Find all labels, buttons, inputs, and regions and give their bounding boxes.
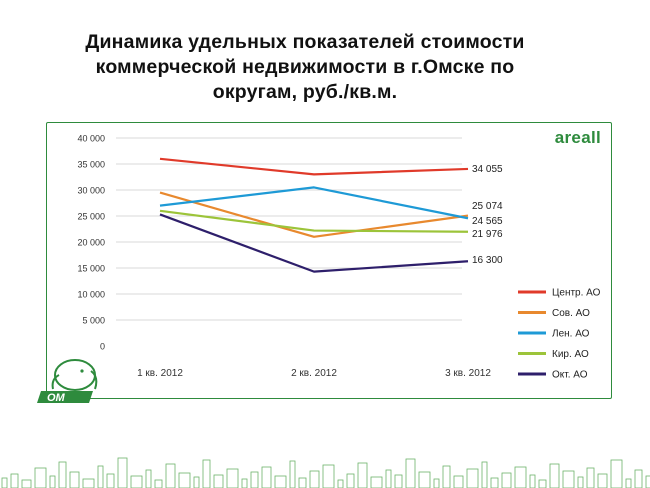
skyline-building [193,476,200,488]
skyline-building [106,473,115,488]
title-line-3: округам, руб./кв.м. [212,81,398,103]
skyline-building [34,467,47,488]
title-line-2: коммерческой недвижимости в г.Омске по [95,56,515,78]
end-value-label: 24 565 [472,216,503,227]
skyline-building [610,459,623,488]
skyline-building [538,479,547,488]
end-value-label: 25 074 [472,201,503,212]
skyline-building [322,464,335,488]
skyline-building [385,469,392,488]
skyline-building [178,472,191,488]
skyline-building [597,473,608,488]
skyline-building [261,466,272,488]
skyline-building [405,458,416,488]
skyline-building [130,475,143,488]
skyline-building [466,468,479,488]
y-tick-label: 5 000 [82,316,105,326]
skyline-building [549,463,560,488]
chart-title: Динамика удельных показателей стоимости … [20,30,590,105]
skyline-building [145,469,152,488]
skyline-building [21,479,32,488]
logo-text: ОМ [47,392,66,404]
legend-label: Сов. АО [552,308,590,319]
series-line [159,186,469,220]
legend: Центр. АО Сов. АО Лен. АО Кир. АО Окт. АО [518,288,601,381]
skyline-building [10,473,19,488]
end-value-labels: 34 055 25 074 24 565 21 976 16 300 [472,164,503,266]
line-chart: 0 5 000 10 000 15 000 20 000 25 000 30 000 35 0… [77,134,601,381]
skyline-building [501,472,512,488]
omex-logo-icon: ОМ [37,359,98,404]
skyline-building [562,470,575,488]
skyline-building [241,478,248,488]
series-lines [159,157,469,273]
skyline-building [442,465,451,488]
series-line [159,213,469,273]
y-tick-label: 0 [100,342,105,352]
skyline-building [481,461,488,488]
skyline-building [645,475,650,488]
brand-logo-text: areall [554,128,601,147]
skyline-building [202,459,211,488]
chart-frame [46,122,612,399]
y-tick-label: 15 000 [77,264,105,274]
skyline-building [346,473,355,488]
skyline-building [1,477,8,488]
skyline-building [274,475,287,488]
skyline-building [453,475,464,488]
skyline-building [490,477,499,488]
skyline-building [337,479,344,488]
legend-label: Лен. АО [552,329,590,340]
y-tick-label: 25 000 [77,212,105,222]
skyline-building [250,471,259,488]
skyline-building [298,477,307,488]
skyline-building [97,465,104,488]
series-line [159,209,469,233]
skyline-building [418,471,431,488]
x-axis-ticks: 1 кв. 2012 2 кв. 2012 3 кв. 2012 [137,368,491,379]
end-value-label: 21 976 [472,229,503,240]
x-tick-label: 2 кв. 2012 [291,368,337,379]
y-tick-label: 30 000 [77,186,105,196]
skyline-building [82,478,95,488]
skyline-building [309,470,320,488]
series-line [159,157,469,176]
skyline-building [165,463,176,488]
legend-label: Центр. АО [552,288,601,299]
city-skyline-decoration [1,457,650,488]
legend-label: Кир. АО [552,349,589,360]
skyline-building [634,469,643,488]
skyline-building [69,471,80,488]
skyline-building [357,462,368,488]
skyline-building [625,478,632,488]
legend-label: Окт. АО [552,370,588,381]
x-tick-label: 1 кв. 2012 [137,368,183,379]
skyline-building [213,474,224,488]
series-line [159,191,469,238]
skyline-building [154,479,163,488]
title-line-1: Динамика удельных показателей стоимости [85,31,525,53]
end-value-label: 34 055 [472,164,503,175]
skyline-building [226,468,239,488]
grid-lines [116,137,462,321]
y-tick-label: 20 000 [77,238,105,248]
skyline-building [577,476,584,488]
y-tick-label: 10 000 [77,290,105,300]
skyline-building [433,478,440,488]
skyline-building [117,457,128,488]
y-tick-label: 35 000 [77,160,105,170]
end-value-label: 16 300 [472,255,503,266]
skyline-building [529,474,536,488]
x-tick-label: 3 кв. 2012 [445,368,491,379]
skyline-building [394,474,403,488]
y-axis-ticks: 0 5 000 10 000 15 000 20 000 25 000 30 000 35 0… [77,134,105,352]
skyline-building [586,467,595,488]
skyline-building [58,461,67,488]
y-tick-label: 40 000 [77,134,105,144]
skyline-building [289,460,296,488]
skyline-building [370,476,383,488]
skyline-building [514,466,527,488]
skyline-building [49,475,56,488]
